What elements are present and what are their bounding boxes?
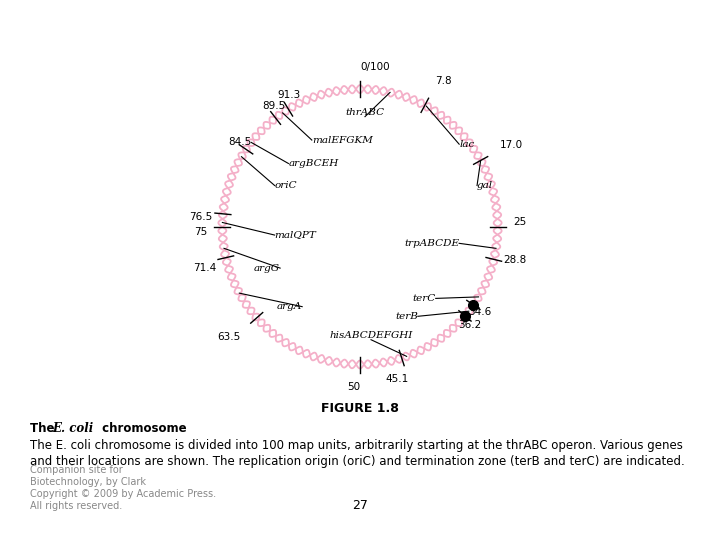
- Text: 36.2: 36.2: [459, 320, 482, 330]
- Text: terB: terB: [395, 312, 418, 321]
- Text: 50: 50: [347, 381, 360, 391]
- Text: gal: gal: [477, 181, 493, 190]
- Text: All rights reserved.: All rights reserved.: [30, 501, 122, 511]
- Text: 76.5: 76.5: [189, 212, 212, 222]
- Text: 25: 25: [513, 217, 526, 227]
- Text: 28.8: 28.8: [503, 254, 527, 265]
- Text: 71.4: 71.4: [193, 262, 216, 273]
- Text: thrABC: thrABC: [346, 107, 384, 117]
- Text: 45.1: 45.1: [385, 374, 408, 384]
- Text: 0/100: 0/100: [360, 62, 390, 72]
- Text: 89.5: 89.5: [262, 100, 285, 111]
- Text: chromosome: chromosome: [98, 422, 186, 435]
- Text: argA: argA: [277, 302, 302, 311]
- Text: and their locations are shown. The replication origin (oriC) and termination zon: and their locations are shown. The repli…: [30, 455, 685, 468]
- Text: FIGURE 1.8: FIGURE 1.8: [321, 402, 399, 415]
- Text: 63.5: 63.5: [217, 333, 240, 342]
- Text: lac: lac: [459, 140, 474, 149]
- Text: Companion site for: Companion site for: [30, 465, 122, 475]
- Text: 27: 27: [352, 499, 368, 512]
- Text: argBCEH: argBCEH: [289, 159, 338, 168]
- Text: argG: argG: [254, 264, 280, 273]
- Text: 75: 75: [194, 227, 207, 237]
- Text: The E. coli chromosome is divided into 100 map units, arbitrarily starting at th: The E. coli chromosome is divided into 1…: [30, 440, 683, 453]
- Text: Copyright © 2009 by Academic Press.: Copyright © 2009 by Academic Press.: [30, 489, 216, 499]
- Text: terC: terC: [413, 294, 436, 303]
- Text: malEFGKM: malEFGKM: [312, 136, 373, 145]
- Text: 34.6: 34.6: [468, 307, 492, 318]
- Text: The: The: [30, 422, 58, 435]
- Text: oriC: oriC: [274, 181, 297, 190]
- Text: E. coli: E. coli: [52, 422, 94, 435]
- Text: 91.3: 91.3: [277, 90, 300, 100]
- Text: trpABCDE: trpABCDE: [404, 239, 459, 248]
- Text: hisABCDEFGHI: hisABCDEFGHI: [329, 330, 413, 340]
- Text: malQPT: malQPT: [274, 231, 316, 240]
- Text: Biotechnology, by Clark: Biotechnology, by Clark: [30, 477, 146, 487]
- Text: 7.8: 7.8: [435, 76, 451, 86]
- Text: 84.5: 84.5: [228, 137, 251, 147]
- Text: 17.0: 17.0: [500, 140, 523, 150]
